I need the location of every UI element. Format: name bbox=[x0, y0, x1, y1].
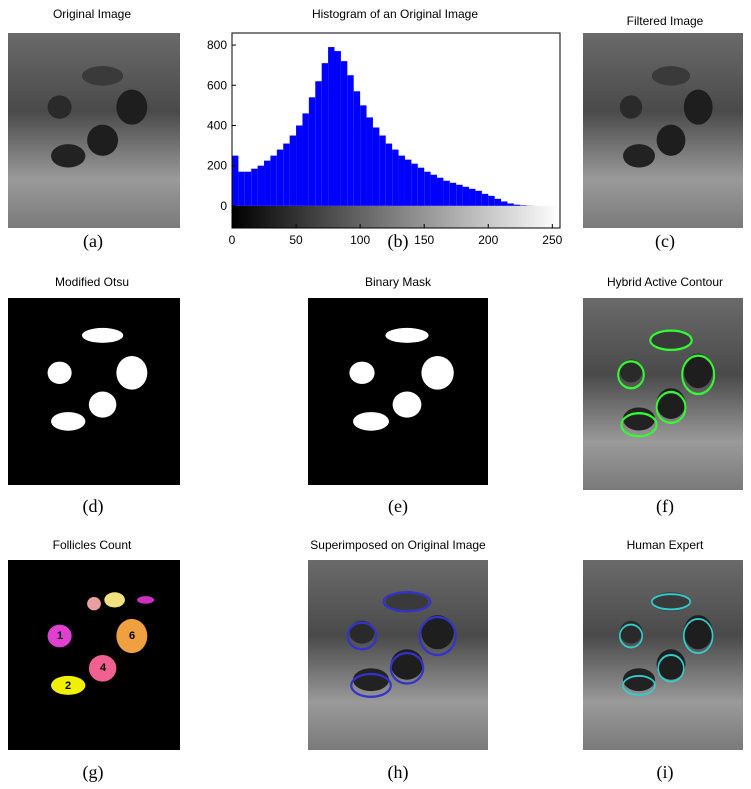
follicle-label: 6 bbox=[129, 630, 135, 642]
bar bbox=[251, 169, 257, 206]
bar bbox=[302, 113, 308, 205]
bar bbox=[277, 150, 283, 206]
panel-title: Original Image bbox=[53, 7, 131, 21]
y-tick-label: 800 bbox=[207, 38, 227, 52]
panel-caption: (f) bbox=[656, 496, 674, 517]
bar bbox=[373, 127, 379, 205]
bar bbox=[488, 196, 494, 206]
bar bbox=[482, 194, 488, 206]
figure: Original Image Histogram of an Original … bbox=[0, 0, 751, 789]
bar bbox=[411, 164, 417, 206]
panel-title: Follicles Count bbox=[53, 538, 132, 552]
panel-title: Binary Mask bbox=[365, 275, 432, 289]
follicle-label: 4 bbox=[100, 662, 107, 674]
bar bbox=[322, 63, 328, 206]
bar bbox=[270, 156, 276, 206]
panel-title: Hybrid Active Contour bbox=[607, 275, 723, 289]
bar bbox=[501, 201, 507, 205]
bar bbox=[463, 187, 469, 206]
bar bbox=[514, 205, 520, 206]
bar bbox=[443, 181, 449, 206]
panel-caption: (e) bbox=[388, 496, 408, 517]
panel-caption: (a) bbox=[83, 231, 103, 252]
image-h bbox=[308, 560, 488, 750]
bar bbox=[507, 203, 513, 205]
bar bbox=[245, 172, 251, 206]
image-e bbox=[308, 298, 488, 485]
bar bbox=[296, 125, 302, 205]
panel-caption: (b) bbox=[388, 231, 409, 252]
x-tick-label: 100 bbox=[350, 233, 370, 247]
panel-title: Filtered Image bbox=[627, 14, 704, 28]
bar bbox=[399, 156, 405, 206]
panel-title: Superimposed on Original Image bbox=[310, 538, 486, 552]
image-i bbox=[583, 560, 743, 750]
x-tick-label: 150 bbox=[414, 233, 434, 247]
follicle-label: 1 bbox=[57, 630, 63, 642]
y-tick-label: 0 bbox=[220, 199, 227, 213]
bar bbox=[392, 150, 398, 206]
bar bbox=[495, 199, 501, 206]
bar bbox=[450, 183, 456, 206]
bar bbox=[232, 156, 238, 206]
panel-caption: (h) bbox=[388, 762, 409, 783]
image-a bbox=[8, 33, 180, 228]
bar bbox=[290, 136, 296, 206]
x-tick-label: 200 bbox=[478, 233, 498, 247]
histogram: 0 200 400 600 800 0 50 100 150 200 250 bbox=[207, 33, 563, 247]
image-c bbox=[583, 33, 743, 228]
panel-caption: (g) bbox=[83, 762, 104, 783]
bar bbox=[520, 205, 526, 206]
bar bbox=[347, 75, 353, 206]
panel-caption: (c) bbox=[655, 231, 675, 252]
panel-caption: (d) bbox=[83, 496, 104, 517]
bar bbox=[379, 136, 385, 206]
colorbar bbox=[232, 206, 560, 228]
panel-title: Modified Otsu bbox=[55, 275, 129, 289]
bar bbox=[315, 81, 321, 206]
bar bbox=[258, 166, 264, 206]
bar bbox=[354, 91, 360, 206]
bar bbox=[367, 117, 373, 205]
y-tick-label: 200 bbox=[207, 159, 227, 173]
bar bbox=[437, 178, 443, 206]
x-tick-label: 50 bbox=[289, 233, 303, 247]
panel-caption: (i) bbox=[657, 762, 674, 783]
x-tick-label: 0 bbox=[229, 233, 236, 247]
y-tick-label: 400 bbox=[207, 118, 227, 132]
image-f bbox=[583, 298, 743, 490]
bar bbox=[469, 189, 475, 206]
x-tick-label: 250 bbox=[542, 233, 562, 247]
panel-title: Human Expert bbox=[627, 538, 704, 552]
bar bbox=[405, 160, 411, 206]
bar bbox=[335, 51, 341, 206]
bar bbox=[341, 61, 347, 206]
bar bbox=[431, 175, 437, 206]
bar bbox=[283, 144, 289, 206]
bar bbox=[424, 172, 430, 206]
bar bbox=[475, 191, 481, 206]
bar bbox=[238, 172, 244, 206]
bar bbox=[360, 105, 366, 206]
bar bbox=[386, 144, 392, 206]
bar bbox=[309, 97, 315, 206]
image-d bbox=[8, 298, 180, 485]
bar bbox=[456, 185, 462, 206]
y-tick-label: 600 bbox=[207, 78, 227, 92]
bar bbox=[264, 161, 270, 206]
image-g bbox=[8, 560, 180, 750]
bar bbox=[328, 47, 334, 206]
bar bbox=[418, 168, 424, 206]
follicle-label: 2 bbox=[65, 680, 71, 692]
panel-title: Histogram of an Original Image bbox=[312, 7, 478, 21]
